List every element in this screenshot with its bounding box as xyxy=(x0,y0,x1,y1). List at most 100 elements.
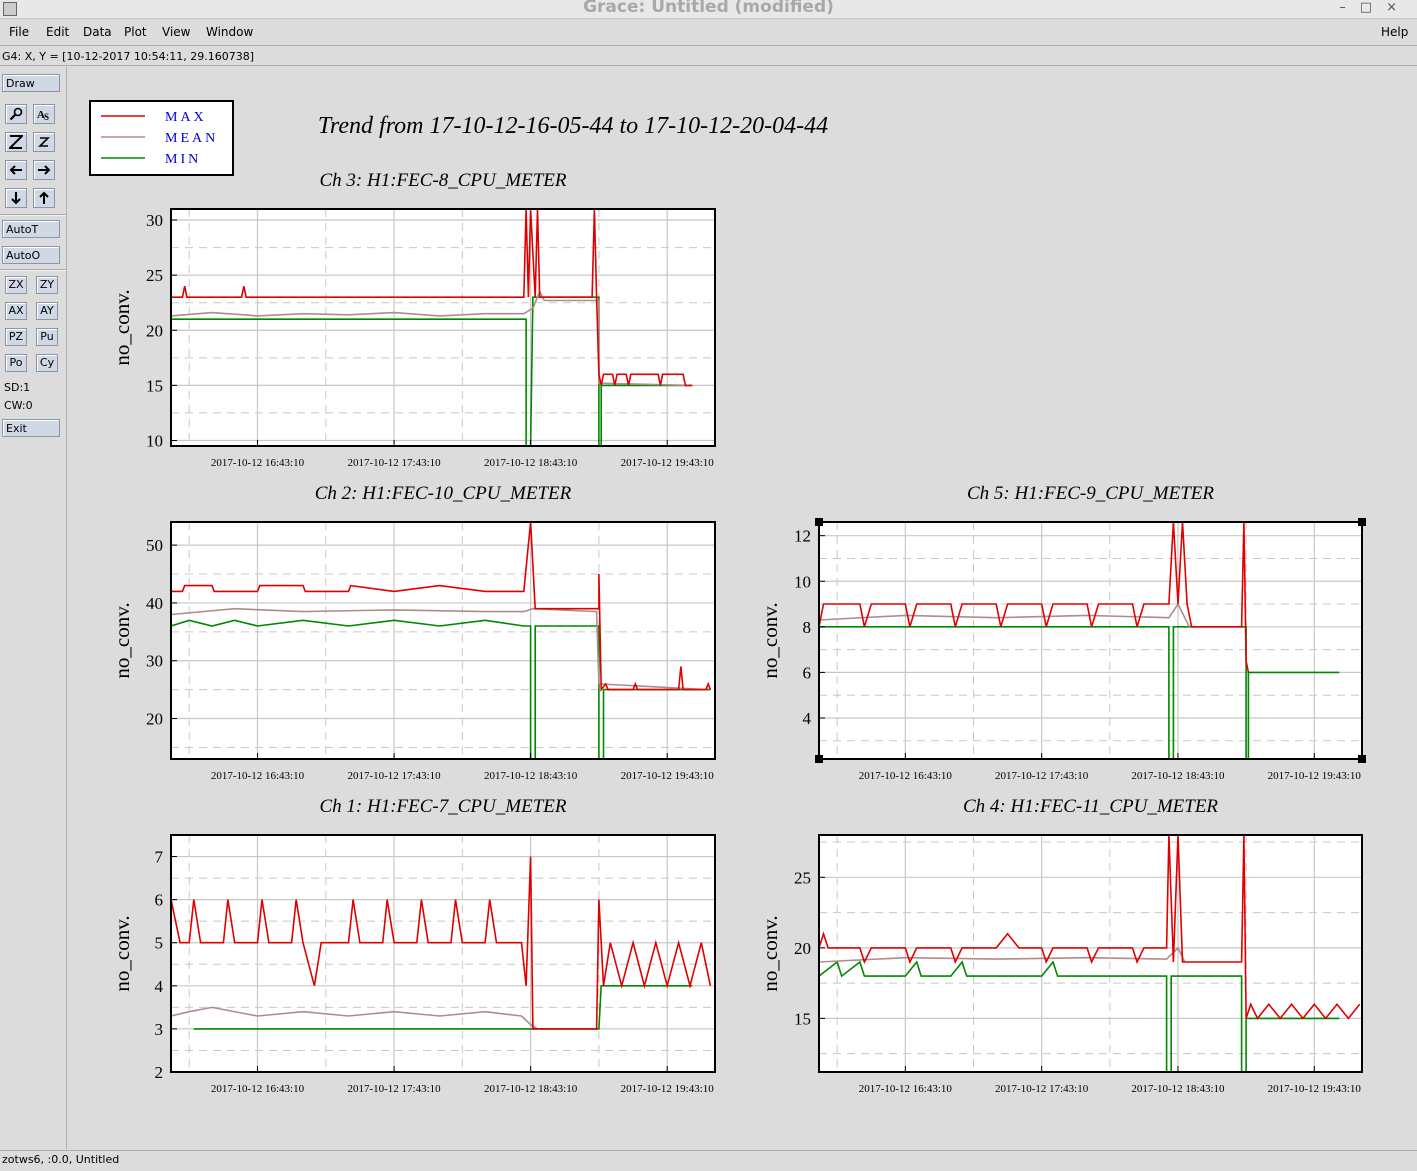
svg-text:A: A xyxy=(37,109,45,121)
window-buttons: –□× xyxy=(1339,0,1411,15)
y-tick-label: 4 xyxy=(155,977,164,996)
autoo-button[interactable]: AutoO xyxy=(2,246,60,264)
pan-left-icon xyxy=(9,165,22,175)
graph-frame xyxy=(170,521,716,760)
po-button[interactable]: Po xyxy=(5,354,27,372)
graph-frame-fill xyxy=(171,835,715,1072)
pu-button[interactable]: Pu xyxy=(36,328,58,346)
pan-down-button[interactable] xyxy=(5,188,27,208)
pz-button[interactable]: PZ xyxy=(5,328,27,346)
current-world-label: CW:0 xyxy=(4,399,33,412)
app-icon[interactable] xyxy=(3,2,17,16)
series-mean-line xyxy=(819,946,1186,963)
y-tick-label: 20 xyxy=(146,321,163,340)
graph-5[interactable]: Ch 4: H1:FEC-11_CPU_METER 15 20 25 2017-10-1… xyxy=(758,796,1363,1095)
coordinate-readout: G4: X, Y = [10-12-2017 10:54:11, 29.1607… xyxy=(0,47,1417,66)
y-tick-label: 6 xyxy=(155,891,164,910)
x-tick-label: 2017-10-12 18:43:10 xyxy=(1131,1083,1225,1095)
x-tick-label: 2017-10-12 17:43:10 xyxy=(347,457,441,469)
plot-canvas[interactable]: MAX MEAN MIN Trend from 17-10-12-16-05-4… xyxy=(67,67,1417,1149)
autot-button[interactable]: AutoT xyxy=(2,220,60,238)
x-tick-label: 2017-10-12 16:43:10 xyxy=(211,770,305,782)
zoom-in-icon xyxy=(7,135,25,149)
y-tick-label: 25 xyxy=(794,868,811,887)
draw-button[interactable]: Draw xyxy=(2,74,60,92)
series-max-line xyxy=(171,522,712,692)
series-max-line xyxy=(171,856,712,1030)
selection-handle[interactable] xyxy=(1358,518,1366,526)
x-tick-label: 2017-10-12 17:43:10 xyxy=(995,1083,1089,1095)
y-tick-label: 20 xyxy=(146,710,163,729)
y-axis-label: no_conv. xyxy=(110,915,134,991)
y-axis-label: no_conv. xyxy=(110,289,134,365)
graph-frame xyxy=(818,521,1363,760)
separator xyxy=(0,214,66,216)
x-tick-label: 2017-10-12 18:43:10 xyxy=(484,457,578,469)
graph-3[interactable]: Ch 5: H1:FEC-9_CPU_METER 4 6 8 10 12 2017-10-1… xyxy=(758,483,1366,782)
legend-max-label: MAX xyxy=(165,110,207,125)
y-axis-label: no_conv. xyxy=(758,915,782,991)
exit-button[interactable]: Exit xyxy=(2,419,60,437)
graph-title: Ch 1: H1:FEC-7_CPU_METER xyxy=(320,796,567,817)
menu-help[interactable]: Help xyxy=(1381,25,1409,39)
graph-frame xyxy=(818,834,1363,1073)
maximize-icon[interactable]: □ xyxy=(1359,0,1387,15)
y-tick-label: 40 xyxy=(146,594,163,613)
y-tick-label: 2 xyxy=(155,1063,164,1082)
zoom-icon xyxy=(9,107,23,121)
series-mean-line xyxy=(171,1006,538,1030)
graph-frame-fill xyxy=(819,835,1362,1072)
graph-title: Ch 2: H1:FEC-10_CPU_METER xyxy=(315,483,572,504)
x-tick-label: 2017-10-12 16:43:10 xyxy=(211,1083,305,1095)
minimize-icon[interactable]: – xyxy=(1339,0,1360,15)
y-tick-label: 10 xyxy=(794,572,811,591)
ax-button[interactable]: AX xyxy=(5,302,27,320)
selection-handle[interactable] xyxy=(815,518,823,526)
selection-handle[interactable] xyxy=(1358,755,1366,763)
zy-button[interactable]: ZY xyxy=(36,276,58,294)
cy-button[interactable]: Cy xyxy=(36,354,58,372)
graph-frame-fill xyxy=(171,209,715,446)
y-tick-label: 25 xyxy=(146,266,163,285)
zoom-button[interactable] xyxy=(5,104,27,124)
menu-data[interactable]: Data xyxy=(83,25,112,39)
y-tick-label: 7 xyxy=(155,848,164,867)
plot-title: Trend from 17-10-12-16-05-44 to 17-10-12… xyxy=(318,113,828,139)
legend-box: MAX MEAN MIN xyxy=(89,100,234,176)
zoom-in-button[interactable] xyxy=(5,132,27,152)
y-tick-label: 20 xyxy=(794,939,811,958)
menu-view[interactable]: View xyxy=(162,25,191,39)
y-tick-label: 15 xyxy=(146,376,163,395)
x-tick-label: 2017-10-12 19:43:10 xyxy=(1268,770,1362,782)
x-tick-label: 2017-10-12 16:43:10 xyxy=(859,770,953,782)
pan-left-button[interactable] xyxy=(5,160,27,180)
x-tick-label: 2017-10-12 19:43:10 xyxy=(1268,1083,1362,1095)
pan-right-button[interactable] xyxy=(33,160,55,180)
graph-frame xyxy=(170,834,716,1073)
separator xyxy=(0,269,66,271)
y-tick-label: 30 xyxy=(146,211,163,230)
menu-file[interactable]: File xyxy=(9,25,30,39)
pan-up-button[interactable] xyxy=(33,188,55,208)
close-icon[interactable]: × xyxy=(1386,0,1411,15)
title-bar: Grace: Untitled (modified) –□× xyxy=(0,0,1417,19)
menu-edit[interactable]: Edit xyxy=(46,25,70,39)
zoom-out-button[interactable] xyxy=(33,132,55,152)
x-tick-label: 2017-10-12 17:43:10 xyxy=(995,770,1089,782)
graph-2[interactable]: Ch 2: H1:FEC-10_CPU_METER 20 30 40 50 2017-10… xyxy=(110,483,716,782)
y-tick-label: 3 xyxy=(155,1020,164,1039)
y-tick-label: 5 xyxy=(155,934,164,953)
graph-1[interactable]: Ch 3: H1:FEC-8_CPU_METER 10 15 20 25 30 2017-1… xyxy=(110,170,716,469)
zx-button[interactable]: ZX xyxy=(5,276,27,294)
ay-button[interactable]: AY xyxy=(36,302,58,320)
y-tick-label: 30 xyxy=(146,652,163,671)
svg-text:S: S xyxy=(44,112,49,121)
menu-plot[interactable]: Plot xyxy=(124,25,147,39)
graph-title: Ch 5: H1:FEC-9_CPU_METER xyxy=(967,483,1214,504)
graph-4[interactable]: Ch 1: H1:FEC-7_CPU_METER 2 3 4 5 6 7 2017-10-12… xyxy=(110,796,716,1095)
selection-handle[interactable] xyxy=(815,755,823,763)
menu-window[interactable]: Window xyxy=(206,25,254,39)
y-tick-label: 10 xyxy=(146,431,163,450)
